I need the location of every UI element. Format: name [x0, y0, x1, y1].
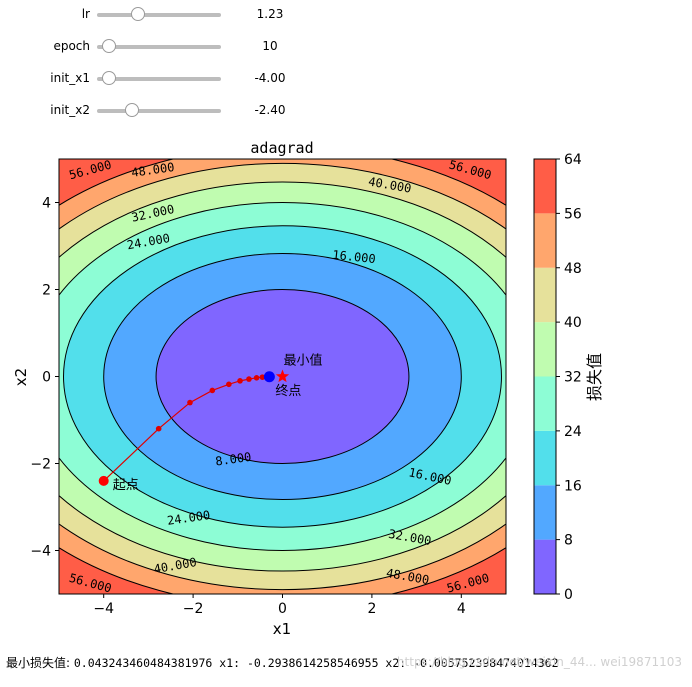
contour-line — [155, 289, 410, 464]
contour-label: 24.000 — [166, 508, 211, 528]
colorbar-tick-label: 8 — [564, 533, 573, 549]
colorbar-tick-label: 40 — [564, 315, 582, 331]
contour-label: 16.000 — [332, 248, 377, 266]
x-axis-label: x1 — [273, 620, 291, 638]
contour-label-text: 24.000 — [166, 508, 211, 528]
slider-track[interactable] — [97, 103, 221, 117]
y-tick-label: 0 — [42, 370, 51, 386]
path-point — [253, 375, 260, 381]
path-point — [187, 399, 193, 406]
minimum-label: 最小值 — [284, 353, 323, 369]
slider-handle[interactable] — [131, 7, 146, 21]
slider-label: init_x1 — [50, 71, 90, 85]
slider-handle[interactable] — [102, 71, 117, 85]
slider-handle[interactable] — [102, 39, 117, 53]
colorbar-segment — [534, 159, 556, 214]
slider-value: 1.23 — [256, 7, 284, 21]
contour-line — [59, 202, 506, 551]
x-tick-label: −2 — [183, 601, 204, 617]
colorbar-segment — [534, 213, 556, 268]
colorbar-tick-label: 32 — [564, 370, 582, 386]
path-point — [259, 374, 266, 380]
start-marker — [98, 475, 109, 486]
colorbar-tick-label: 24 — [564, 424, 582, 440]
slider-value: -2.40 — [254, 103, 286, 117]
result-label: 最小损失值: — [6, 656, 71, 670]
y-tick-label: 4 — [42, 196, 51, 212]
contour-line — [59, 162, 506, 591]
colorbar-segment — [534, 430, 556, 486]
contour-label-text: 16.000 — [332, 248, 377, 266]
contour-chart: adagrad 8.00016.00016.00024.00024.00032.… — [12, 139, 604, 638]
chart-title: adagrad — [250, 139, 313, 157]
contour-label: 48.000 — [130, 160, 175, 180]
slider-label: init_x2 — [50, 103, 90, 117]
minimum-star-marker — [275, 369, 290, 383]
contour-line — [59, 181, 506, 572]
colorbar-segment — [534, 485, 556, 540]
slider-value: -4.00 — [254, 71, 286, 85]
colorbar-tick-label: 16 — [564, 478, 582, 494]
path-point — [226, 381, 232, 388]
colorbar-segment — [534, 267, 556, 323]
result-summary: 最小损失值: 0.043243460484381976 x1: -0.29386… — [6, 654, 559, 671]
colorbar-tick-label: 0 — [564, 587, 573, 603]
contour-line — [63, 225, 502, 528]
slider-track[interactable] — [97, 71, 221, 85]
colorbar-label: 损失值 — [585, 353, 604, 401]
slider-track[interactable] — [97, 39, 221, 53]
contour-label: 8.000 — [214, 450, 252, 469]
y-tick-label: −2 — [30, 457, 51, 473]
path-point — [155, 425, 162, 432]
slider-label: lr — [81, 7, 90, 21]
path-point — [237, 378, 243, 384]
x-tick-label: 0 — [278, 601, 287, 617]
colorbar-segment — [534, 539, 556, 594]
colorbar-tick-label: 48 — [564, 261, 582, 277]
slider-track[interactable] — [97, 7, 221, 21]
colorbar: 0 8 16 24 32 40 48 56 64 — [533, 152, 582, 603]
y-axis-label: x2 — [12, 368, 30, 386]
y-tick-label: −4 — [30, 544, 51, 560]
result-values: 0.043243460484381976 x1: -0.293861425854… — [73, 656, 559, 670]
x-tick-label: 4 — [457, 601, 466, 617]
x-tick-label: −4 — [93, 601, 114, 617]
slider-label: epoch — [53, 39, 90, 53]
contour-label-text: 48.000 — [130, 160, 175, 180]
x-tick-label: 2 — [367, 601, 376, 617]
slider-row-init-x2: init_x2 -2.40 — [0, 101, 320, 121]
colorbar-tick-label: 56 — [564, 206, 582, 222]
colorbar-segment — [534, 376, 556, 431]
colorbar-segment — [534, 322, 556, 377]
end-marker — [263, 371, 275, 383]
slider-row-lr: lr 1.23 — [0, 5, 320, 25]
contour-line — [103, 252, 462, 501]
watermark: https://blog.csdn.net/weixin_44... wei19… — [396, 655, 682, 669]
path-point — [209, 387, 216, 394]
colorbar-tick-label: 64 — [564, 152, 582, 168]
slider-row-init-x1: init_x1 -4.00 — [0, 69, 320, 89]
start-label: 起点 — [113, 478, 139, 493]
slider-row-epoch: epoch 10 — [0, 37, 320, 57]
path-point — [246, 376, 252, 382]
y-tick-label: 2 — [42, 283, 51, 299]
contour-label-text: 8.000 — [214, 450, 252, 469]
slider-handle[interactable] — [124, 103, 139, 117]
end-label: 终点 — [275, 383, 301, 399]
slider-value: 10 — [262, 39, 278, 53]
